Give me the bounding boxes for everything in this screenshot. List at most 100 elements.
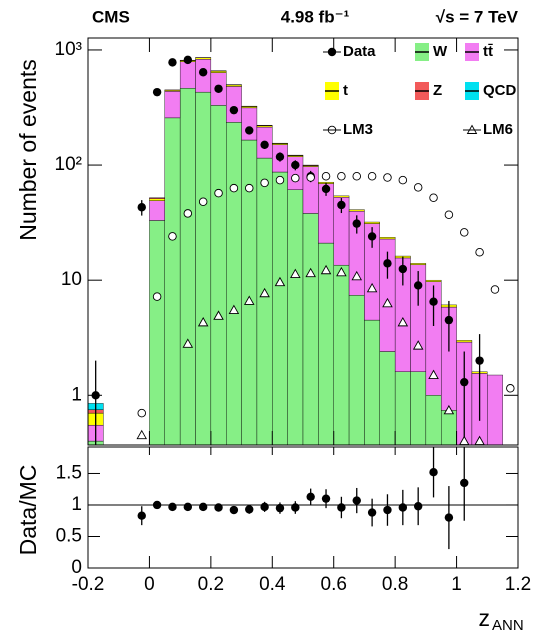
signal-point: [382, 297, 393, 308]
ratio-point: [214, 503, 223, 512]
stack-bar: [425, 279, 442, 282]
data-point: [198, 68, 208, 77]
signal-point: [367, 171, 377, 181]
signal-point: [244, 183, 254, 193]
legend-label: Data: [343, 43, 376, 60]
data-point: [367, 232, 377, 241]
stack-bar: [226, 86, 242, 123]
signal-point: [182, 338, 194, 348]
plot-frame: [87, 37, 519, 446]
signal-point: [291, 173, 300, 183]
stack-bar: [256, 157, 273, 445]
data-point: [214, 84, 223, 93]
y-axis-label: Number of events: [15, 59, 41, 241]
signal-point: [152, 292, 162, 301]
ratio-y-label: Data/MC: [15, 465, 41, 556]
data-point: [229, 105, 239, 115]
stack-bar: [379, 351, 396, 445]
stack-bar: [179, 61, 196, 89]
signal-point: [352, 171, 362, 181]
signal-point: [228, 304, 240, 315]
stack-bar: [410, 263, 427, 266]
stack-bar: [164, 117, 181, 445]
signal-point: [351, 270, 363, 281]
data-point: [152, 87, 162, 97]
ratio-point: [275, 503, 285, 513]
ratio-point: [460, 478, 469, 488]
signal-point: [197, 316, 209, 327]
x-tick-label: 0.8: [382, 574, 408, 595]
signal-point: [243, 295, 255, 305]
stack-bar: [256, 125, 273, 128]
legend-label: LM3: [343, 121, 373, 138]
signal-point: [428, 369, 439, 379]
signal-point: [475, 247, 484, 257]
signal-point: [412, 340, 424, 350]
data-point: [398, 264, 408, 274]
x-tick-label: -0.2: [72, 574, 105, 595]
signal-point: [213, 310, 224, 320]
stack-bar: [195, 91, 212, 445]
data-point: [321, 184, 331, 194]
ratio-point: [168, 502, 177, 512]
stack-bar: [287, 189, 304, 445]
stack-bar: [241, 107, 258, 141]
legend-label: Z: [433, 82, 442, 99]
data-point: [413, 281, 423, 290]
signal-point: [320, 264, 332, 275]
data-point: [168, 58, 177, 67]
signal-point: [305, 267, 316, 278]
energy: √s = 7 TeV: [436, 7, 519, 26]
signal-point: [444, 210, 454, 220]
stack-bar: [149, 197, 165, 199]
x-tick-label: 1: [451, 574, 462, 595]
ratio-frame: [87, 446, 519, 569]
data-point: [183, 55, 193, 65]
legend-label: t: [343, 82, 348, 99]
experiment: CMS: [92, 7, 130, 26]
ratio-point: [398, 503, 408, 512]
stack-bar: [226, 122, 242, 445]
signal-point: [383, 173, 392, 182]
signal-point: [274, 276, 286, 287]
data-point: [444, 315, 454, 325]
stack-bar: [425, 395, 442, 445]
ratio-point: [260, 502, 269, 512]
ratio-point: [137, 511, 146, 520]
stack-bar: [348, 295, 365, 445]
stack-bar: [272, 171, 288, 445]
stack-bar: [410, 371, 427, 445]
ratio-point: [306, 492, 315, 501]
stack-bar: [487, 374, 503, 445]
x-axis-label-subscript: ANN: [492, 617, 524, 634]
x-tick-label: 0: [144, 574, 155, 595]
stack-bar: [379, 237, 396, 240]
x-tick-label: 0.6: [321, 574, 347, 595]
x-tick-label: 0.4: [259, 574, 286, 595]
x-tick-label: 0.2: [198, 574, 224, 595]
stack-bar: [394, 371, 411, 445]
data-point: [260, 140, 269, 149]
stack-bar: [302, 164, 319, 166]
signal-point: [366, 282, 378, 293]
stack-bar: [195, 57, 212, 60]
data-point: [383, 259, 392, 268]
data-point: [137, 203, 146, 212]
stack-bar: [164, 91, 181, 119]
data-point: [429, 297, 438, 306]
y-tick-label: 1: [71, 384, 82, 405]
data-point: [475, 356, 484, 365]
signal-point: [337, 171, 346, 181]
stack-bar: [456, 340, 473, 343]
signal-point: [275, 175, 285, 185]
legend-label: tt̄: [483, 43, 493, 60]
signal-point: [306, 173, 315, 182]
ratio-point: [291, 503, 300, 512]
ratio-point: [321, 494, 331, 503]
ratio-point: [383, 505, 392, 515]
signal-point: [290, 268, 301, 279]
data-point: [352, 219, 361, 228]
y-tick-label: 10³: [55, 39, 82, 60]
ratio-point: [413, 502, 423, 511]
